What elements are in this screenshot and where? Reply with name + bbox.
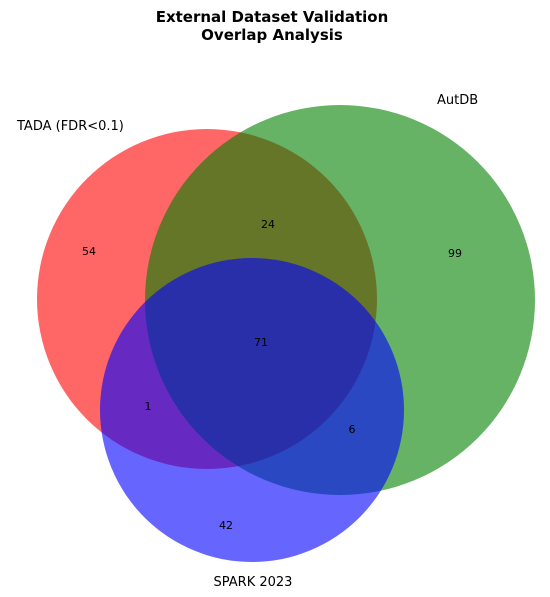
tada-only-count: 54 [82,245,96,258]
spark-circle [100,258,404,562]
tada-set-label: TADA (FDR<0.1) [16,119,124,134]
tada-spark-count: 1 [145,400,152,413]
figure-title-line-1: External Dataset Validation [156,8,389,26]
all-three-count: 71 [254,336,268,349]
spark-only-count: 42 [219,519,233,532]
autdb-spark-count: 6 [349,423,356,436]
autdb-set-label: AutDB [437,93,478,108]
figure-title-line-2: Overlap Analysis [201,26,343,44]
autdb-only-count: 99 [448,247,462,260]
tada-autdb-count: 24 [261,218,275,231]
spark-set-label: SPARK 2023 [214,575,293,590]
